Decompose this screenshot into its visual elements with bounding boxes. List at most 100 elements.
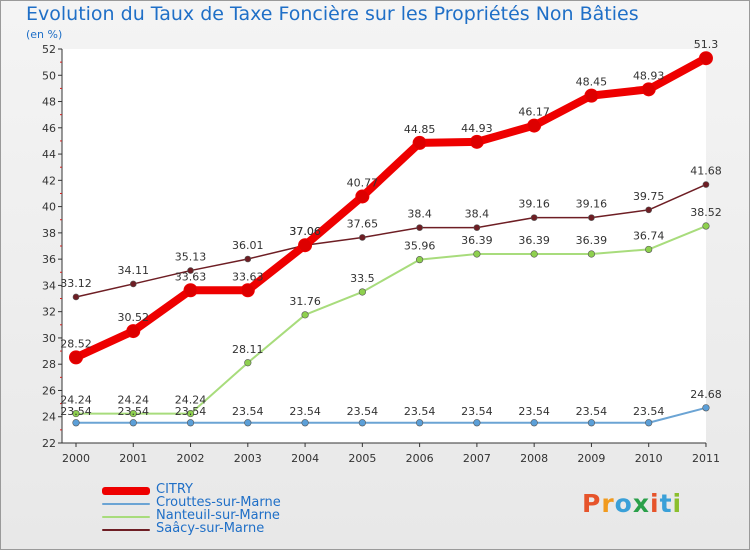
data-label-sa-cy-sur-marne: 39.16 [518,198,550,211]
data-point-sa-cy-sur-marne [588,214,595,221]
y-tick-label: 44 [42,148,56,161]
data-point-nanteuil-sur-marne [358,288,366,296]
data-point-nanteuil-sur-marne [416,256,424,264]
data-label-crouttes-sur-marne: 23.54 [347,405,379,418]
y-tick-label: 42 [42,174,56,187]
data-point-nanteuil-sur-marne [645,245,653,254]
logo-letter: i [650,489,660,518]
y-tick-label: 40 [42,201,56,214]
data-point-sa-cy-sur-marne [244,255,252,263]
data-label-nanteuil-sur-marne: 36.39 [518,234,550,247]
data-label-nanteuil-sur-marne: 36.39 [461,234,493,247]
data-label-crouttes-sur-marne: 23.54 [232,405,264,418]
data-label-nanteuil-sur-marne: 36.39 [576,234,608,247]
legend-label: CITRY [156,482,193,497]
data-label-crouttes-sur-marne: 23.54 [404,405,436,418]
x-tick-label: 2002 [177,452,205,465]
data-point-crouttes-sur-marne [129,419,137,427]
legend-label: Saâcy-sur-Marne [156,521,265,536]
data-label-citry: 48.93 [633,69,665,82]
logo-letter: r [601,489,615,518]
legend-swatch [102,529,150,531]
x-tick-label: 2007 [463,452,491,465]
x-tick-label: 2003 [234,452,262,465]
data-label-crouttes-sur-marne: 23.54 [60,405,92,418]
logo-letter: o [614,489,633,518]
data-label-sa-cy-sur-marne: 39.75 [633,190,665,203]
data-point-citry [240,283,255,298]
y-tick-label: 52 [42,43,56,56]
data-label-nanteuil-sur-marne: 38.52 [690,206,722,219]
y-tick-label: 48 [42,96,56,109]
data-label-crouttes-sur-marne: 23.54 [576,405,608,418]
data-point-crouttes-sur-marne [358,419,366,427]
x-tick-label: 2000 [62,452,90,465]
data-label-sa-cy-sur-marne: 39.16 [576,198,608,211]
y-tick-label: 24 [42,411,56,424]
data-point-crouttes-sur-marne [473,419,481,427]
data-point-nanteuil-sur-marne [186,409,195,418]
data-point-crouttes-sur-marne [72,419,80,427]
data-label-nanteuil-sur-marne: 33.5 [350,272,375,285]
y-tick-label: 26 [42,384,56,397]
data-label-nanteuil-sur-marne: 24.24 [60,394,92,407]
data-point-crouttes-sur-marne [587,419,596,427]
data-label-citry: 37.06 [289,225,321,238]
data-label-nanteuil-sur-marne: 28.11 [232,343,264,356]
legend-swatch [102,487,150,495]
x-tick-label: 2009 [577,452,605,465]
data-point-nanteuil-sur-marne [72,409,80,418]
legend-item: Crouttes-sur-Marne [102,495,362,510]
data-label-citry: 44.93 [461,122,493,135]
y-tick-label: 36 [42,253,56,266]
data-label-sa-cy-sur-marne: 33.12 [60,277,92,290]
data-point-sa-cy-sur-marne [359,234,366,241]
data-point-nanteuil-sur-marne [244,359,252,367]
plot-area [62,49,706,443]
x-tick-label: 2001 [119,452,147,465]
data-point-sa-cy-sur-marne [416,224,423,231]
data-label-sa-cy-sur-marne: 34.11 [118,264,150,277]
series-line-citry [72,54,710,362]
data-point-citry [183,283,198,298]
y-tick-label: 46 [42,122,56,135]
data-point-crouttes-sur-marne [530,419,538,427]
data-point-crouttes-sur-marne [244,419,252,427]
data-label-citry: 48.45 [576,76,608,89]
data-point-nanteuil-sur-marne [530,250,538,258]
data-point-citry [584,88,599,103]
data-point-crouttes-sur-marne [702,404,710,412]
proxiti-logo: Proxiti [582,489,682,518]
series-line-nanteuil-sur-marne [75,225,707,415]
x-tick-label: 2010 [635,452,663,465]
data-label-citry: 33.63 [175,270,207,283]
data-label-crouttes-sur-marne: 23.54 [461,405,493,418]
data-label-crouttes-sur-marne: 23.54 [289,405,321,418]
data-label-citry: 33.63 [232,270,264,283]
data-point-citry [412,135,427,150]
series-line-sa-cy-sur-marne [75,183,707,298]
data-point-crouttes-sur-marne [645,419,653,427]
logo-letter: P [582,489,602,518]
data-label-nanteuil-sur-marne: 35.96 [404,240,436,253]
data-label-citry: 30.52 [118,311,150,324]
data-point-citry [69,350,83,365]
data-label-sa-cy-sur-marne: 38.4 [407,208,432,221]
data-label-crouttes-sur-marne: 23.54 [518,405,550,418]
x-tick-label: 2008 [520,452,548,465]
data-label-crouttes-sur-marne: 23.54 [175,405,207,418]
data-label-sa-cy-sur-marne: 35.13 [175,251,207,264]
x-tick-label: 2004 [291,452,319,465]
data-label-citry: 28.52 [60,337,92,350]
data-label-sa-cy-sur-marne: 38.4 [465,208,490,221]
logo-letter: t [659,489,673,518]
data-point-sa-cy-sur-marne [645,206,653,214]
legend-item: Saâcy-sur-Marne [102,521,362,536]
y-tick-label: 30 [42,332,56,345]
y-tick-label: 28 [42,358,56,371]
data-point-sa-cy-sur-marne [129,280,137,288]
data-point-sa-cy-sur-marne [702,181,710,188]
data-label-nanteuil-sur-marne: 31.76 [289,295,321,308]
data-point-nanteuil-sur-marne [702,222,710,230]
